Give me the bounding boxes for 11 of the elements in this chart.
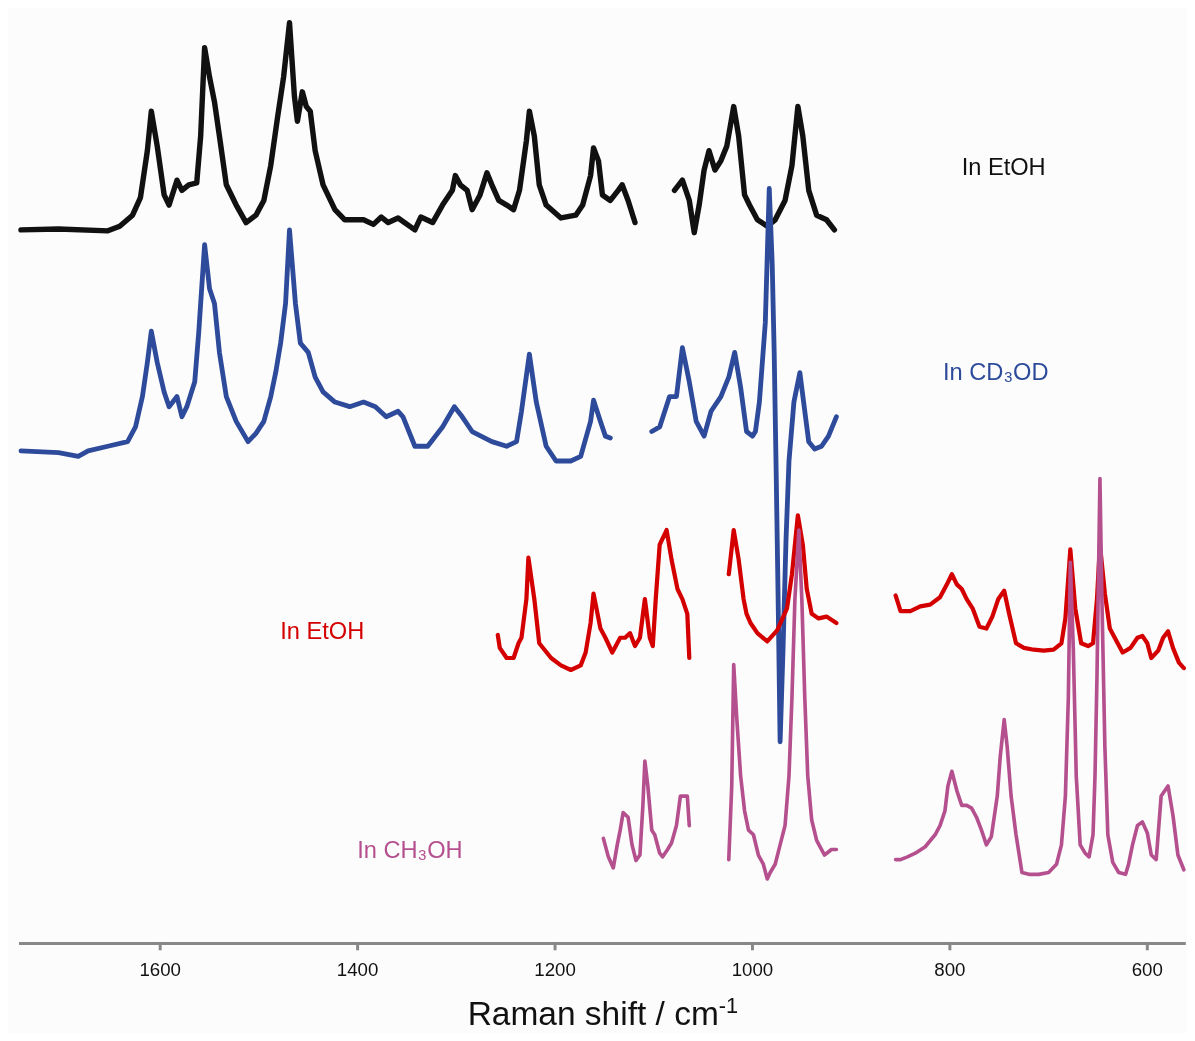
text: In EtOH <box>961 153 1046 180</box>
x-tick-label: 1200 <box>534 958 576 980</box>
text: In CH₃OH <box>357 837 463 864</box>
x-tick-label: 1400 <box>336 958 379 980</box>
x-tick-label: 1000 <box>731 958 774 980</box>
x-tick-label: 1600 <box>139 958 181 980</box>
x-axis-title: Raman shift / cm$^{-1}$ <box>467 992 739 1033</box>
x-tick-label: 600 <box>1131 958 1163 980</box>
text: In EtOH <box>280 618 365 645</box>
text: In CD₃OD <box>943 358 1049 385</box>
x-tick-label: 800 <box>934 958 966 980</box>
